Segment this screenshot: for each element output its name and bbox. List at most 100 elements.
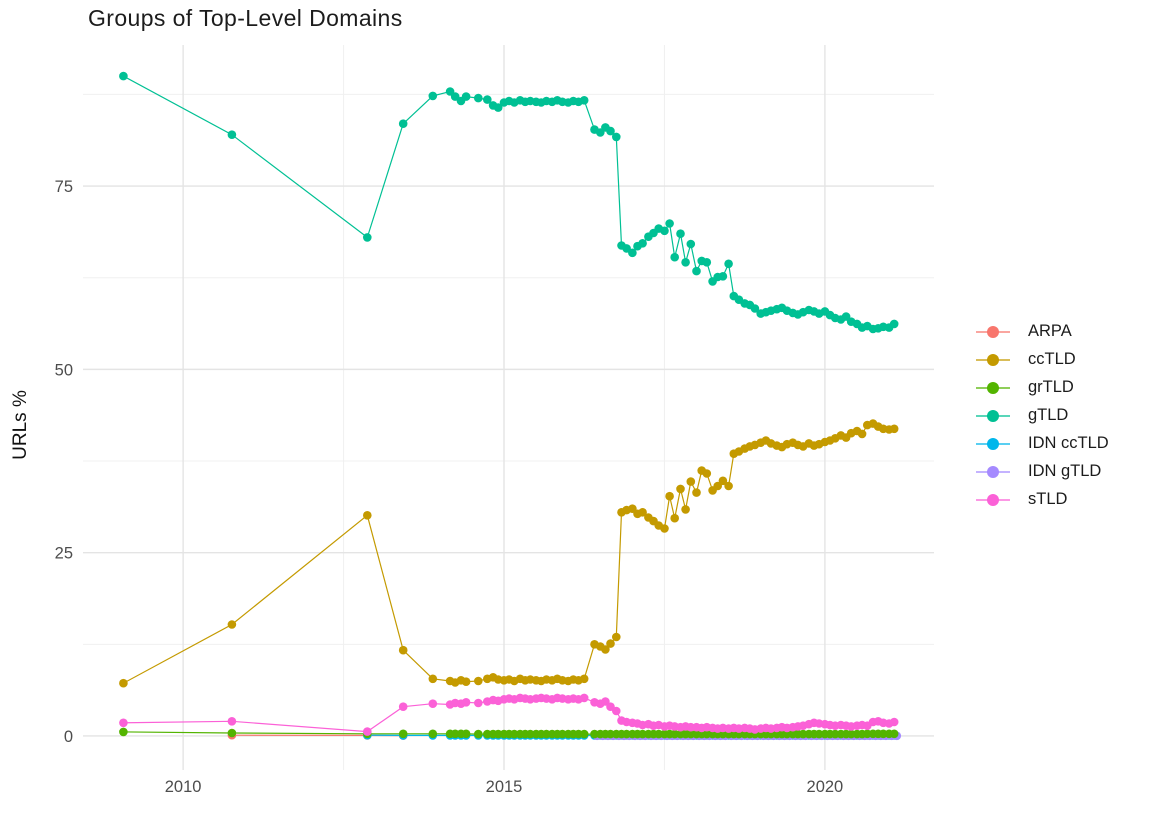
data-point [363,511,372,520]
data-point [474,698,483,708]
data-point [227,130,237,139]
x-tick-label: 2015 [486,778,523,796]
data-point [483,95,492,104]
data-point [681,258,690,267]
data-point [579,693,589,703]
data-point [398,702,408,711]
data-point [461,729,471,739]
legend-label: IDN gTLD [1028,462,1102,480]
grid-major [83,45,934,770]
data-point [628,248,637,258]
data-point [428,91,438,101]
data-point [724,481,733,491]
legend-item-gtld: gTLD [976,406,1109,424]
series-grtld [119,727,899,739]
y-tick-label: 25 [55,545,73,563]
data-point [398,729,408,739]
legend-key-icon [976,325,1010,339]
data-point [606,126,615,136]
data-point [363,233,372,242]
legend-key-dot [987,437,999,450]
series-stld [119,693,899,736]
data-point [119,678,128,688]
legend-item-cctld: ccTLD [976,350,1109,368]
data-point [398,119,408,128]
legend-label: grTLD [1028,378,1074,396]
data-point [579,96,589,105]
legend-label: ccTLD [1028,350,1076,368]
data-point [702,469,712,478]
data-point [227,728,237,738]
data-point [889,717,899,727]
data-point [606,639,615,648]
y-tick-label: 50 [55,361,73,379]
legend-key-icon [976,381,1010,395]
grid-minor [83,45,934,770]
data-point [227,620,237,629]
x-tick-label: 2020 [807,778,844,796]
x-tick-label: 2010 [165,778,202,796]
legend-item-arpa: ARPA [976,322,1109,340]
data-point [461,698,471,707]
data-point [750,304,760,313]
data-point [474,729,483,739]
data-point [686,239,696,249]
data-point [612,706,621,716]
legend-item-idn-gtld: IDN gTLD [976,462,1109,480]
data-point [119,718,128,728]
data-point [686,477,696,486]
data-point [612,632,621,642]
data-point [718,272,728,281]
legend-item-grtld: grTLD [976,378,1109,396]
data-point [889,319,899,329]
data-point [227,717,237,726]
legend-key-icon [976,353,1010,367]
data-point [601,645,610,654]
legend-label: ARPA [1028,322,1072,340]
y-tick-label: 75 [55,178,73,196]
legend-item-stld: sTLD [976,490,1109,508]
data-point [119,727,128,737]
data-point [398,645,408,655]
legend-key-dot [987,353,999,366]
data-point [889,424,899,434]
axis-tick-labels: 0 25 50 75 2010 2015 2020 [55,178,844,796]
legend-item-idn-cctld: IDN ccTLD [976,434,1109,452]
legend-key-dot [987,493,999,506]
data-point [579,729,589,739]
data-point [461,92,471,101]
legend-key-icon [976,437,1010,451]
data-point [670,252,679,262]
data-point [474,676,483,686]
legend-key-dot [987,325,999,338]
legend-key-icon [976,493,1010,507]
legend-key-icon [976,465,1010,479]
data-point [363,727,372,736]
legend-key-dot [987,381,999,394]
data-point [670,513,679,523]
data-point [857,429,867,439]
data-point [665,219,674,228]
data-point [428,674,438,684]
data-point [724,259,733,269]
data-point [119,71,128,81]
legend-label: IDN ccTLD [1028,434,1109,452]
series-line [123,75,895,330]
data-point [676,229,685,238]
data-point [474,93,483,103]
data-point [676,484,685,494]
legend-key-dot [987,465,999,478]
data-point [889,729,899,739]
data-point [665,491,674,501]
data-point [638,239,647,248]
data-point [660,226,669,236]
data-point [718,476,728,486]
data-point [612,132,621,142]
series-cctld [119,419,899,688]
y-tick-label: 0 [64,728,73,746]
data-point [428,699,438,708]
series-gtld [119,71,899,334]
legend-key-dot [987,409,999,422]
